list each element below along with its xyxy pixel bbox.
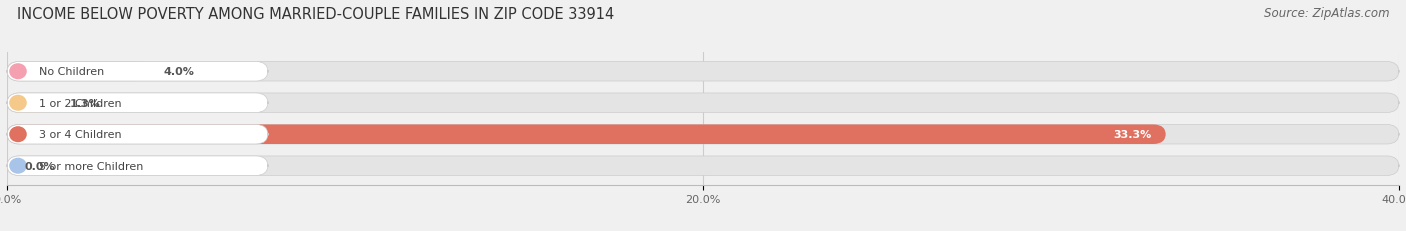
FancyBboxPatch shape — [7, 94, 1399, 113]
Circle shape — [10, 96, 27, 111]
Text: INCOME BELOW POVERTY AMONG MARRIED-COUPLE FAMILIES IN ZIP CODE 33914: INCOME BELOW POVERTY AMONG MARRIED-COUPL… — [17, 7, 614, 22]
Text: Source: ZipAtlas.com: Source: ZipAtlas.com — [1264, 7, 1389, 20]
Text: 1 or 2 Children: 1 or 2 Children — [39, 98, 122, 108]
Text: 1.3%: 1.3% — [70, 98, 100, 108]
FancyBboxPatch shape — [7, 125, 1166, 144]
Text: 3 or 4 Children: 3 or 4 Children — [39, 130, 122, 140]
FancyBboxPatch shape — [7, 125, 269, 144]
FancyBboxPatch shape — [7, 156, 269, 176]
Text: 0.0%: 0.0% — [24, 161, 55, 171]
Text: 33.3%: 33.3% — [1114, 130, 1152, 140]
FancyBboxPatch shape — [7, 125, 1399, 144]
Text: 5 or more Children: 5 or more Children — [39, 161, 143, 171]
FancyBboxPatch shape — [7, 62, 269, 82]
Circle shape — [10, 127, 27, 142]
Text: 4.0%: 4.0% — [163, 67, 194, 77]
FancyBboxPatch shape — [7, 62, 1399, 82]
Circle shape — [10, 159, 27, 173]
FancyBboxPatch shape — [7, 94, 269, 113]
FancyBboxPatch shape — [7, 94, 52, 113]
FancyBboxPatch shape — [7, 62, 146, 82]
Text: No Children: No Children — [39, 67, 104, 77]
Circle shape — [10, 65, 27, 79]
FancyBboxPatch shape — [7, 156, 1399, 176]
